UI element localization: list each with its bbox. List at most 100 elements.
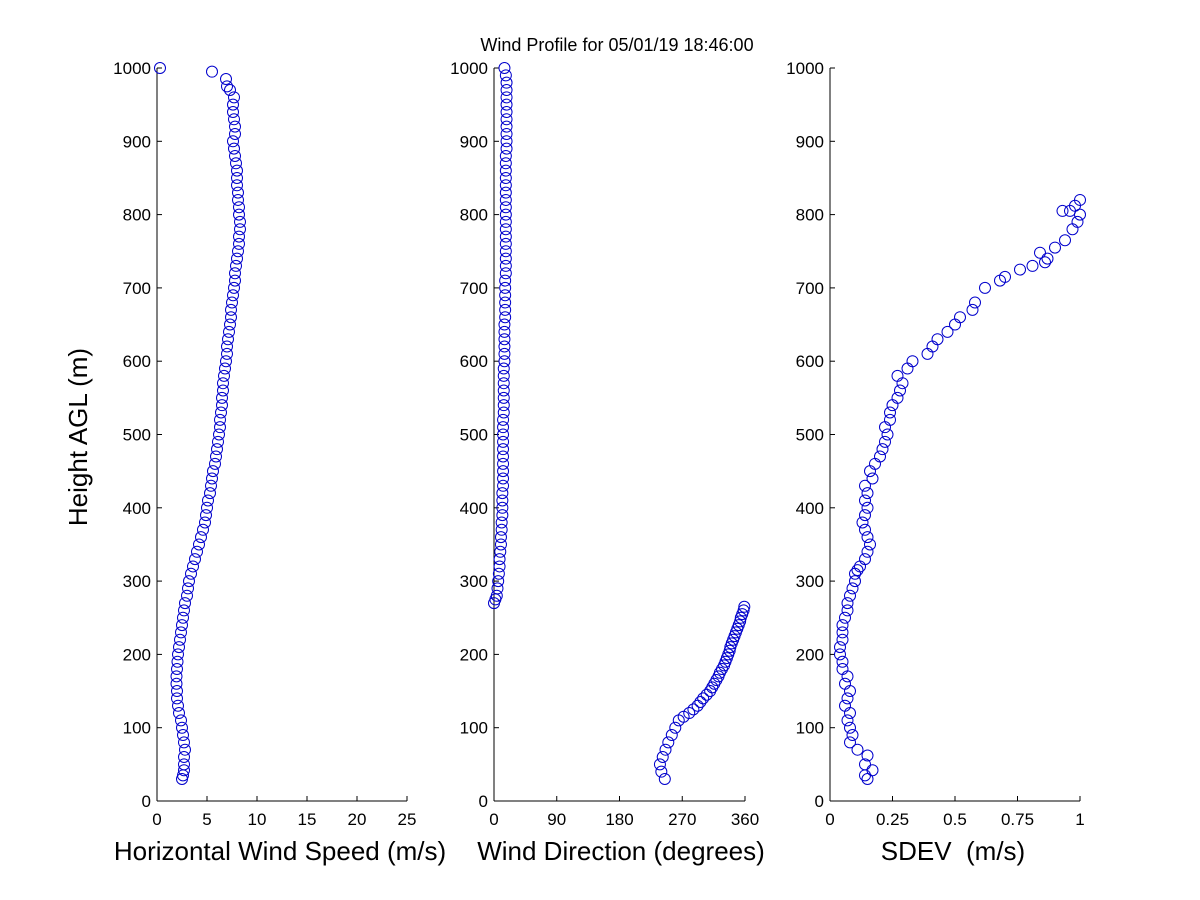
speed-data-point: [228, 142, 240, 155]
speed-data-point: [230, 259, 242, 272]
sdev-y-tick-label: 800: [796, 206, 824, 225]
wind-speed-panel: 0 100 200 300 400 500 600 700 800 900 1000 0 5 10 15 20…: [113, 59, 416, 829]
sdev-y-tick-label: 700: [796, 279, 824, 298]
speed-data-point: [183, 575, 195, 588]
sdev-data-point: [859, 769, 871, 782]
sdev-data-point: [1066, 223, 1079, 236]
sdev-data-point: [886, 399, 899, 412]
speed-data-point: [215, 406, 227, 419]
speed-data-point: [199, 516, 211, 529]
speed-data-point: [171, 685, 183, 698]
sdev-x-tick-label: 0.75: [1001, 810, 1034, 829]
sdev-data-point: [884, 413, 896, 426]
speed-data-point: [179, 597, 191, 610]
speed-data-point: [224, 318, 236, 331]
direction-x-tick-label: 360: [731, 810, 759, 829]
sdev-data-point: [1034, 246, 1046, 259]
sdev-y-tick-label: 900: [796, 132, 824, 151]
speed-data-point: [174, 633, 186, 646]
speed-data-point: [202, 494, 214, 507]
sdev-data-point: [999, 270, 1011, 283]
speed-data-point: [233, 230, 245, 243]
speed-data-point: [216, 391, 228, 404]
direction-data-point: [499, 186, 512, 199]
speed-data-point: [191, 545, 203, 558]
direction-data-point: [655, 765, 668, 778]
direction-data-point: [669, 721, 682, 734]
speed-data-point: [229, 274, 241, 287]
sdev-data-point: [846, 582, 859, 595]
sdev-data-point: [954, 311, 966, 324]
speed-data-point: [229, 120, 241, 133]
sdev-data-point: [836, 655, 849, 668]
sdev-data-point: [849, 567, 861, 580]
y-axis-label: Height AGL (m): [63, 348, 93, 526]
speed-data-point: [226, 296, 238, 309]
sdev-data-point: [861, 487, 874, 500]
sdev-data-point: [866, 764, 879, 777]
speed-data-point: [229, 149, 241, 162]
speed-y-tick-label: 500: [123, 426, 151, 445]
sdev-panel: 0 100 200 300 400 500 600 700 800 900 1000 0 0.25 0.5…: [786, 59, 1086, 829]
speed-data-point: [173, 707, 185, 720]
sdev-data-point: [901, 362, 914, 375]
sdev-data-point: [896, 377, 909, 390]
direction-y-tick-label: 700: [460, 279, 488, 298]
sdev-data-point: [851, 743, 864, 756]
sdev-data-point: [844, 589, 856, 602]
direction-y-tick-label: 400: [460, 499, 488, 518]
direction-data-point: [497, 377, 510, 390]
direction-data-point: [497, 443, 510, 456]
sdev-data-point: [854, 560, 866, 573]
speed-data-point: [232, 193, 244, 206]
speed-data-point: [229, 127, 241, 140]
sdev-data-point: [921, 347, 934, 360]
speed-data-point: [185, 567, 197, 580]
speed-data-point: [217, 377, 229, 390]
speed-data-point: [214, 421, 226, 434]
speed-data-point: [172, 648, 184, 661]
direction-data-point: [499, 208, 512, 221]
speed-data-point: [232, 186, 244, 199]
speed-data-point: [227, 105, 239, 118]
sdev-data-point: [844, 736, 856, 749]
sdev-data-point: [839, 611, 851, 624]
sdev-y-tick-label: 100: [796, 719, 824, 738]
direction-data-point: [497, 450, 510, 463]
speed-data-point: [182, 582, 194, 595]
sdev-data-point: [859, 509, 871, 522]
direction-data-point: [499, 303, 512, 316]
speed-data-point: [179, 743, 191, 756]
sdev-data-point: [859, 479, 871, 492]
direction-data-point: [495, 516, 508, 529]
sdev-data-point: [864, 465, 876, 478]
direction-data-point: [500, 135, 513, 148]
direction-data-point: [499, 149, 512, 162]
direction-data-point: [498, 347, 511, 360]
direction-data-point: [497, 435, 510, 448]
speed-y-tick-label: 700: [123, 279, 151, 298]
direction-data-point: [499, 171, 512, 184]
direction-data-point: [656, 751, 669, 764]
sdev-data-point: [846, 729, 859, 742]
speed-data-point: [229, 267, 241, 280]
sdev-data-point: [931, 333, 944, 346]
sdev-data-point: [841, 604, 854, 617]
direction-data-point: [496, 501, 509, 514]
direction-data-point: [498, 62, 511, 74]
direction-data-point: [494, 538, 507, 551]
speed-y-tick-label: 900: [123, 132, 151, 151]
direction-x-tick-label: 90: [547, 810, 566, 829]
speed-y-tick-label: 600: [123, 352, 151, 371]
sdev-data-point: [1074, 193, 1086, 206]
sdev-data-point: [941, 325, 954, 338]
sdev-data-point: [859, 553, 871, 566]
sdev-data-point: [1071, 215, 1084, 228]
direction-data-point: [497, 413, 510, 426]
sdev-data-point: [861, 749, 874, 762]
sdev-data-point: [879, 421, 891, 434]
speed-data-point: [175, 626, 187, 639]
speed-data-point: [178, 604, 190, 617]
direction-data-point: [497, 391, 510, 404]
sdev-data-point: [836, 633, 849, 646]
